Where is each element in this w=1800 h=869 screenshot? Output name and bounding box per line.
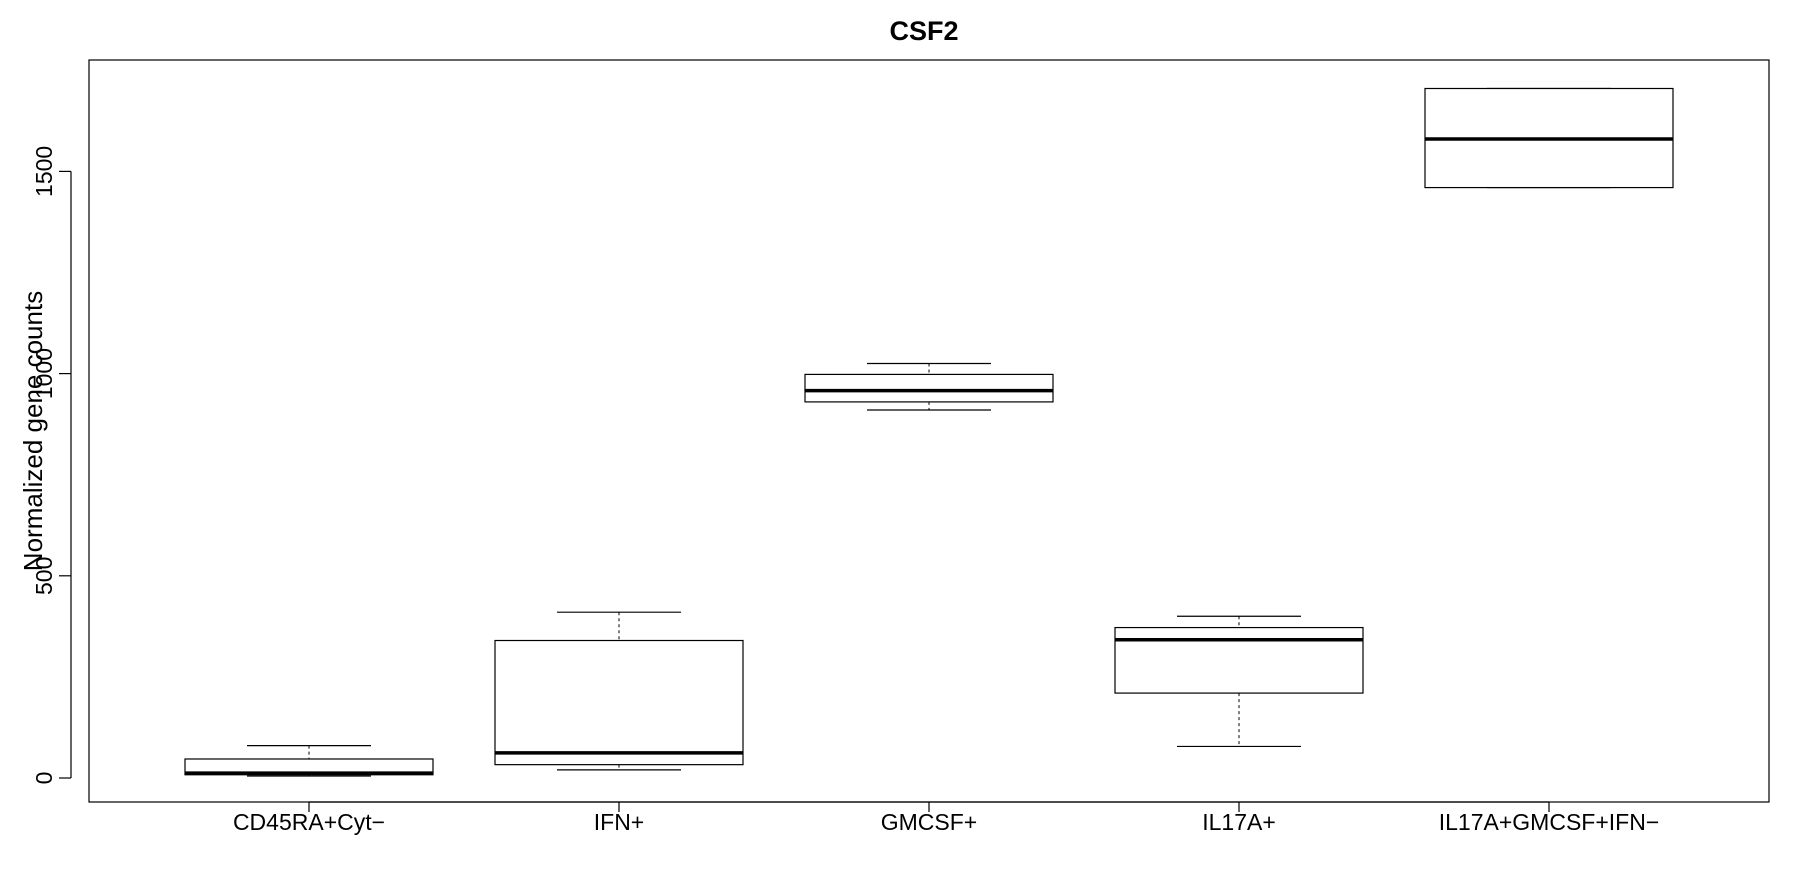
- x-tick-label: IL17A+GMCSF+IFN−: [1439, 809, 1660, 835]
- y-tick-label: 500: [31, 557, 57, 595]
- x-tick-label: IFN+: [594, 809, 644, 835]
- x-tick-label: CD45RA+Cyt−: [233, 809, 385, 835]
- box: [804, 373, 1054, 403]
- y-tick-label: 1000: [31, 348, 57, 399]
- x-tick-label: GMCSF+: [881, 809, 977, 835]
- box: [494, 639, 744, 766]
- x-tick-label: IL17A+: [1202, 809, 1276, 835]
- y-axis-label: Normalized gene counts: [18, 291, 48, 571]
- y-tick-label: 1500: [31, 146, 57, 197]
- chart-title: CSF2: [889, 16, 958, 46]
- chart-marks: 0 500 1000 1500 CD45RA+Cyt− IFN+ GMCSF+ IL17A+ I…: [31, 87, 1674, 835]
- box: [1114, 626, 1364, 694]
- y-tick-label: 0: [31, 772, 57, 785]
